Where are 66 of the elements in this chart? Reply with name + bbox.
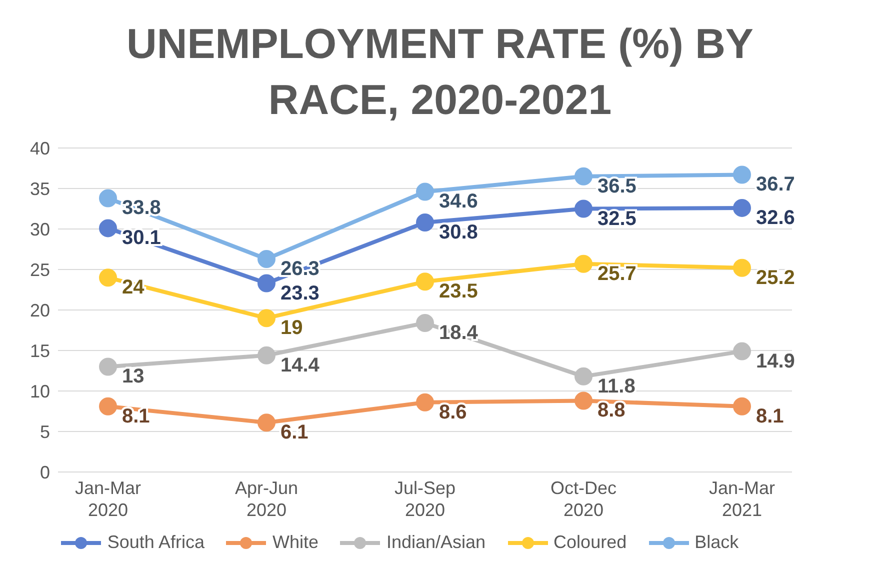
y-tick-label: 0	[40, 462, 50, 482]
data-label: 8.6	[439, 401, 467, 424]
data-label: 8.8	[598, 400, 626, 422]
y-tick-label: 25	[30, 260, 50, 280]
legend-label: South Africa	[106, 532, 204, 553]
data-label: 25.2	[756, 266, 795, 289]
y-tick-label: 40	[30, 138, 50, 158]
data-label: 14.4	[280, 354, 320, 376]
legend-label: Black	[694, 532, 739, 553]
y-tick-label: 5	[40, 422, 50, 442]
chart-title: UNEMPLOYMENT RATE (%) BY RACE, 2020-2021	[126, 19, 754, 125]
data-label: 6.1	[280, 422, 308, 444]
data-label: 34.6	[439, 190, 478, 213]
y-tick-label: 15	[30, 340, 50, 361]
point	[574, 367, 592, 386]
data-label: 23.5	[439, 280, 478, 303]
point	[574, 167, 592, 186]
point	[258, 274, 276, 292]
data-label: 8.1	[122, 405, 150, 428]
y-tick-label: 20	[30, 300, 50, 320]
point	[99, 189, 117, 208]
legend-label: Indian/Asian	[385, 532, 486, 553]
point	[416, 214, 434, 232]
point	[99, 397, 117, 416]
point	[258, 414, 276, 432]
data-label: 8.1	[756, 405, 784, 428]
point	[733, 166, 751, 184]
point	[733, 198, 751, 217]
data-label: 11.8	[598, 375, 636, 398]
y-tick-label: 30	[30, 219, 50, 240]
legend-label: Coloured	[552, 532, 627, 553]
point	[574, 392, 592, 410]
y-tick-label: 10	[30, 381, 50, 402]
point	[733, 342, 751, 360]
data-label: 36.7	[756, 174, 795, 196]
x-tick-label: Jul-Sep 2020	[394, 478, 456, 520]
point	[574, 200, 592, 218]
point	[574, 254, 592, 273]
x-tick-label: Oct-Dec 2020	[550, 478, 617, 520]
x-tick-label: Apr-Jun 2020	[234, 478, 298, 520]
data-label: 30.8	[439, 222, 478, 244]
point	[733, 258, 751, 277]
point	[258, 250, 276, 268]
data-label: 32.5	[598, 208, 636, 230]
legend-label: White	[271, 532, 318, 553]
data-label: 23.3	[280, 282, 320, 304]
point	[416, 182, 434, 201]
point	[416, 272, 434, 291]
point	[416, 393, 434, 412]
point	[99, 219, 117, 238]
data-label: 36.5	[598, 175, 636, 198]
x-tick-label: Jan-Mar 2020	[74, 478, 142, 520]
point	[99, 358, 117, 376]
data-label: 19	[280, 317, 303, 340]
point	[99, 268, 117, 287]
y-tick-label: 35	[30, 178, 50, 199]
data-label: 32.6	[756, 206, 795, 229]
data-label: 25.7	[598, 262, 636, 285]
point	[258, 309, 276, 328]
point	[733, 397, 751, 416]
data-label: 13	[122, 366, 144, 388]
point	[258, 346, 276, 364]
x-tick-label: Jan-Mar 2021	[708, 478, 776, 520]
data-label: 14.9	[756, 350, 795, 372]
point	[416, 314, 434, 332]
data-label: 18.4	[439, 322, 479, 344]
